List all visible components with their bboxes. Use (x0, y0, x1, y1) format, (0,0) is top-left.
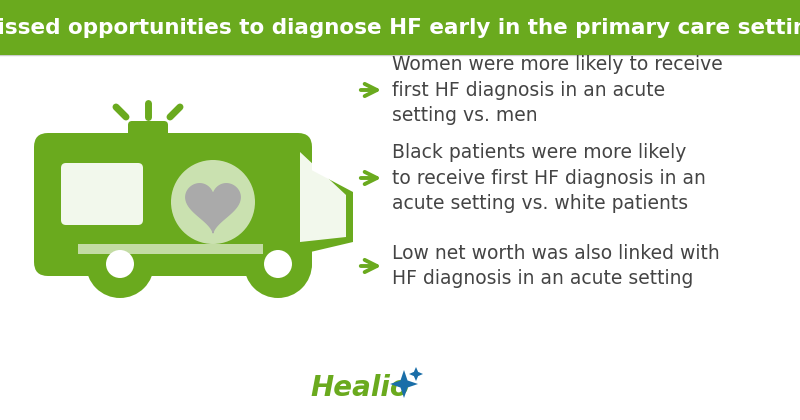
Polygon shape (409, 367, 423, 381)
Circle shape (264, 250, 292, 278)
Polygon shape (268, 147, 353, 262)
Text: Women were more likely to receive
first HF diagnosis in an acute
setting vs. men: Women were more likely to receive first … (392, 55, 722, 125)
Circle shape (86, 230, 154, 298)
Circle shape (106, 250, 134, 278)
Text: Low net worth was also linked with
HF diagnosis in an acute setting: Low net worth was also linked with HF di… (392, 244, 720, 289)
Circle shape (171, 160, 255, 244)
Text: Missed opportunities to diagnose HF early in the primary care setting: Missed opportunities to diagnose HF earl… (0, 18, 800, 37)
Text: Healio: Healio (310, 374, 409, 402)
Bar (0, 0, 800, 55)
FancyBboxPatch shape (61, 163, 143, 225)
FancyBboxPatch shape (128, 121, 168, 149)
Polygon shape (186, 184, 240, 233)
FancyBboxPatch shape (34, 133, 312, 276)
Text: Black patients were more likely
to receive first HF diagnosis in an
acute settin: Black patients were more likely to recei… (392, 143, 706, 213)
Polygon shape (390, 370, 418, 398)
Bar (78, 244, 263, 254)
Polygon shape (300, 152, 346, 242)
Circle shape (244, 230, 312, 298)
